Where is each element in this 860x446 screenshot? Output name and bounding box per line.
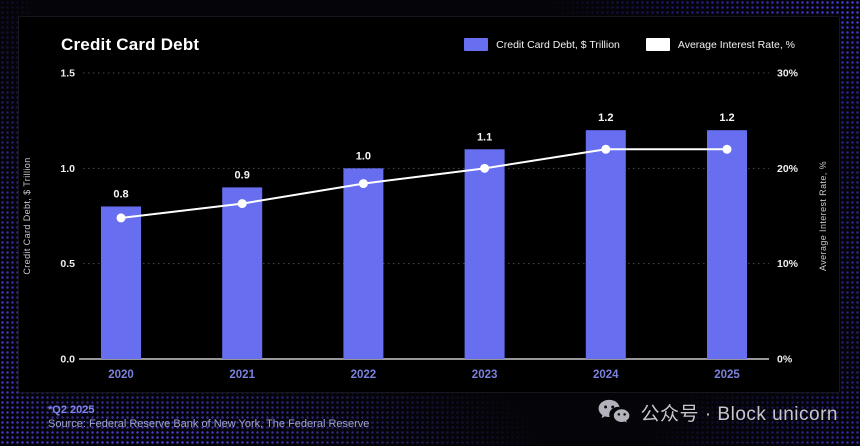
legend-label-rate: Average Interest Rate, % xyxy=(677,38,795,51)
svg-text:0.9: 0.9 xyxy=(235,169,250,181)
rate-swatch-icon xyxy=(645,38,670,51)
svg-text:30%: 30% xyxy=(777,68,799,80)
legend-label-debt: Credit Card Debt, $ Trillion xyxy=(496,38,620,51)
svg-text:0.5: 0.5 xyxy=(60,258,75,270)
svg-text:1.2: 1.2 xyxy=(598,112,613,124)
svg-text:2020: 2020 xyxy=(108,369,134,381)
svg-text:1.0: 1.0 xyxy=(60,163,75,175)
svg-text:2024: 2024 xyxy=(593,369,619,381)
svg-text:10%: 10% xyxy=(777,258,799,270)
svg-text:0.8: 0.8 xyxy=(113,188,128,200)
svg-text:20%: 20% xyxy=(777,163,799,175)
debt-swatch-icon xyxy=(464,38,489,51)
svg-text:1.2: 1.2 xyxy=(719,112,734,124)
svg-text:2025: 2025 xyxy=(714,369,740,381)
bar-line-chart: 0.0 0.5 1.0 1.5 0% 10% 20% 30% 0.8 0.9 1.0 1.1 1.2 1.… xyxy=(60,68,799,382)
svg-text:0.0: 0.0 xyxy=(60,354,75,366)
legend-item-rate: Average Interest Rate, % xyxy=(645,38,795,51)
legend: Credit Card Debt, $ Trillion Average Int… xyxy=(464,38,795,51)
svg-text:1.1: 1.1 xyxy=(477,131,492,143)
footnote-block: *Q2 2025 Source: Federal Reserve Bank of… xyxy=(48,403,369,431)
quarter-note: *Q2 2025 xyxy=(48,404,95,416)
svg-text:0%: 0% xyxy=(777,354,793,366)
svg-text:2022: 2022 xyxy=(351,369,377,381)
chart-panel: Credit Card Debt Credit Card Debt, $ Tri… xyxy=(18,16,840,393)
legend-item-debt: Credit Card Debt, $ Trillion xyxy=(464,38,620,51)
watermark: 公众号 · Block unicorn xyxy=(597,398,838,426)
source-note: Source: Federal Reserve Bank of New York… xyxy=(48,418,370,430)
svg-text:2023: 2023 xyxy=(472,369,498,381)
chart-title: Credit Card Debt xyxy=(61,35,200,54)
svg-text:1.5: 1.5 xyxy=(60,68,75,80)
svg-text:1.0: 1.0 xyxy=(356,150,371,162)
watermark-text: 公众号 · Block unicorn xyxy=(640,403,838,425)
wechat-icon xyxy=(598,399,630,425)
svg-text:2021: 2021 xyxy=(229,369,255,381)
